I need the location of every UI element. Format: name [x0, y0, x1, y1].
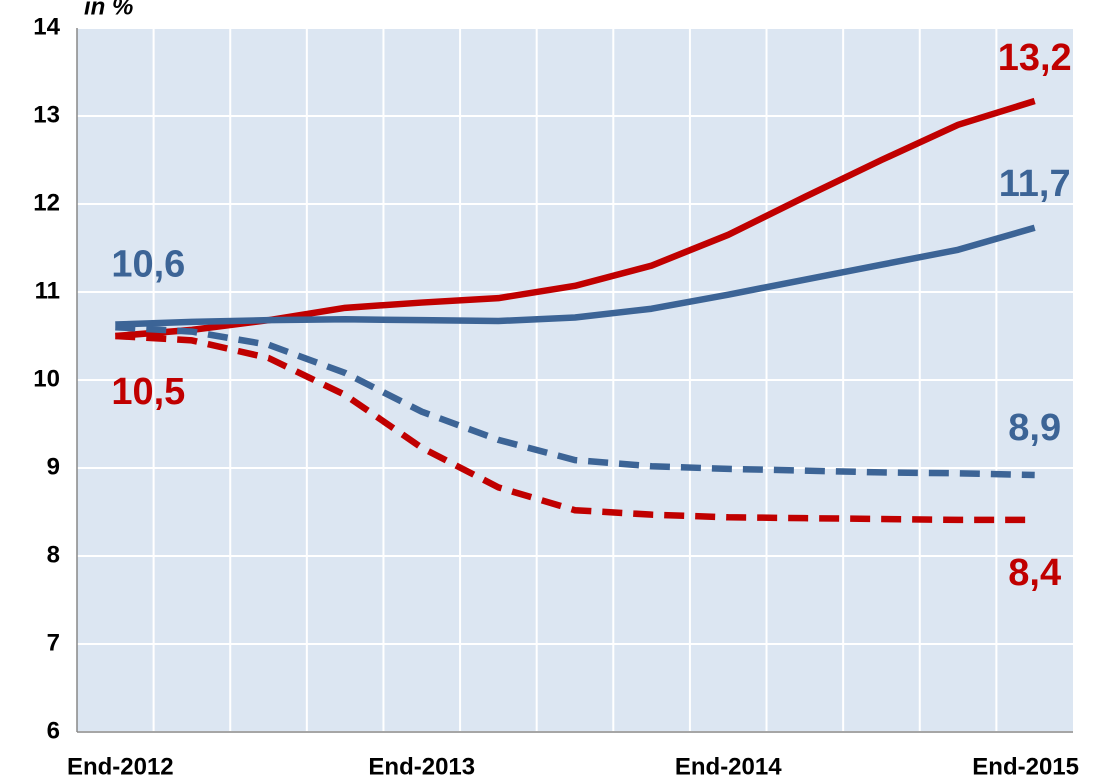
y-tick-label: 8 — [47, 541, 60, 568]
data-label: 10,5 — [111, 371, 185, 413]
data-label: 8,4 — [1008, 552, 1061, 594]
y-tick-label: 6 — [47, 717, 60, 744]
x-tick-label: End-2014 — [675, 753, 782, 780]
y-tick-label: 13 — [33, 101, 60, 128]
series-line — [115, 323, 1035, 479]
y-tick-label: 10 — [33, 365, 60, 392]
data-label: 13,2 — [998, 37, 1072, 79]
y-tick-label: 9 — [47, 453, 60, 480]
y-axis-label: in % — [84, 0, 133, 20]
data-label: 10,6 — [111, 244, 185, 286]
y-tick-label: 14 — [33, 13, 60, 40]
data-label: 11,7 — [999, 163, 1071, 205]
series-line — [115, 224, 1036, 328]
data-label: 8,9 — [1008, 407, 1061, 449]
y-tick-label: 11 — [35, 277, 60, 304]
x-tick-label: End-2012 — [67, 753, 174, 780]
y-tick-label: 7 — [47, 629, 60, 656]
x-tick-label: End-2013 — [368, 753, 475, 780]
x-tick-label: End-2015 — [972, 753, 1079, 780]
series-line — [115, 332, 1035, 524]
y-tick-label: 12 — [33, 189, 60, 216]
